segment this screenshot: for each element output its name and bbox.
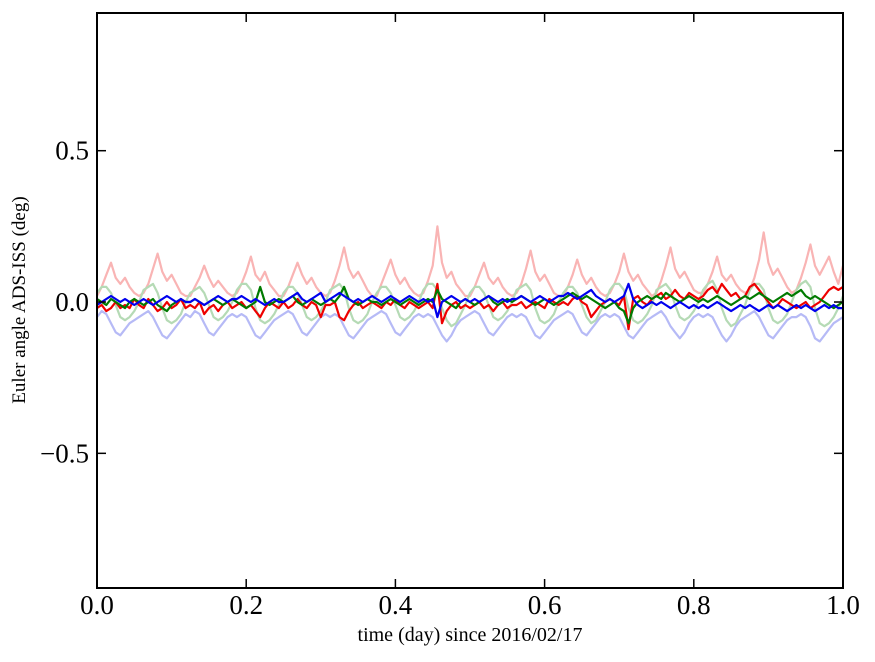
x-tick-label: 0.6 — [528, 590, 562, 620]
x-tick-label: 0.0 — [80, 590, 114, 620]
series-line-euler-angle-3-raw — [97, 310, 843, 343]
x-tick-label: 0.2 — [229, 590, 263, 620]
y-tick-label: 0.0 — [55, 287, 89, 317]
x-tick-label: 1.0 — [826, 590, 860, 620]
y-tick-label: 0.5 — [55, 136, 89, 166]
x-axis-label: time (day) since 2016/02/17 — [357, 624, 583, 646]
series-line-euler-angle-2-raw — [97, 279, 843, 328]
x-tick-label: 0.4 — [379, 590, 413, 620]
series-line-euler-angle-1-corrected — [97, 282, 843, 331]
series-line-euler-angle-1-raw — [97, 225, 843, 298]
y-axis-label: Euler angle ADS-ISS (deg) — [9, 196, 30, 404]
y-tick-label: −0.5 — [40, 438, 89, 468]
series-line-euler-angle-3-corrected — [97, 282, 843, 319]
plot-frame — [96, 12, 844, 589]
x-tick-label: 0.8 — [677, 590, 711, 620]
